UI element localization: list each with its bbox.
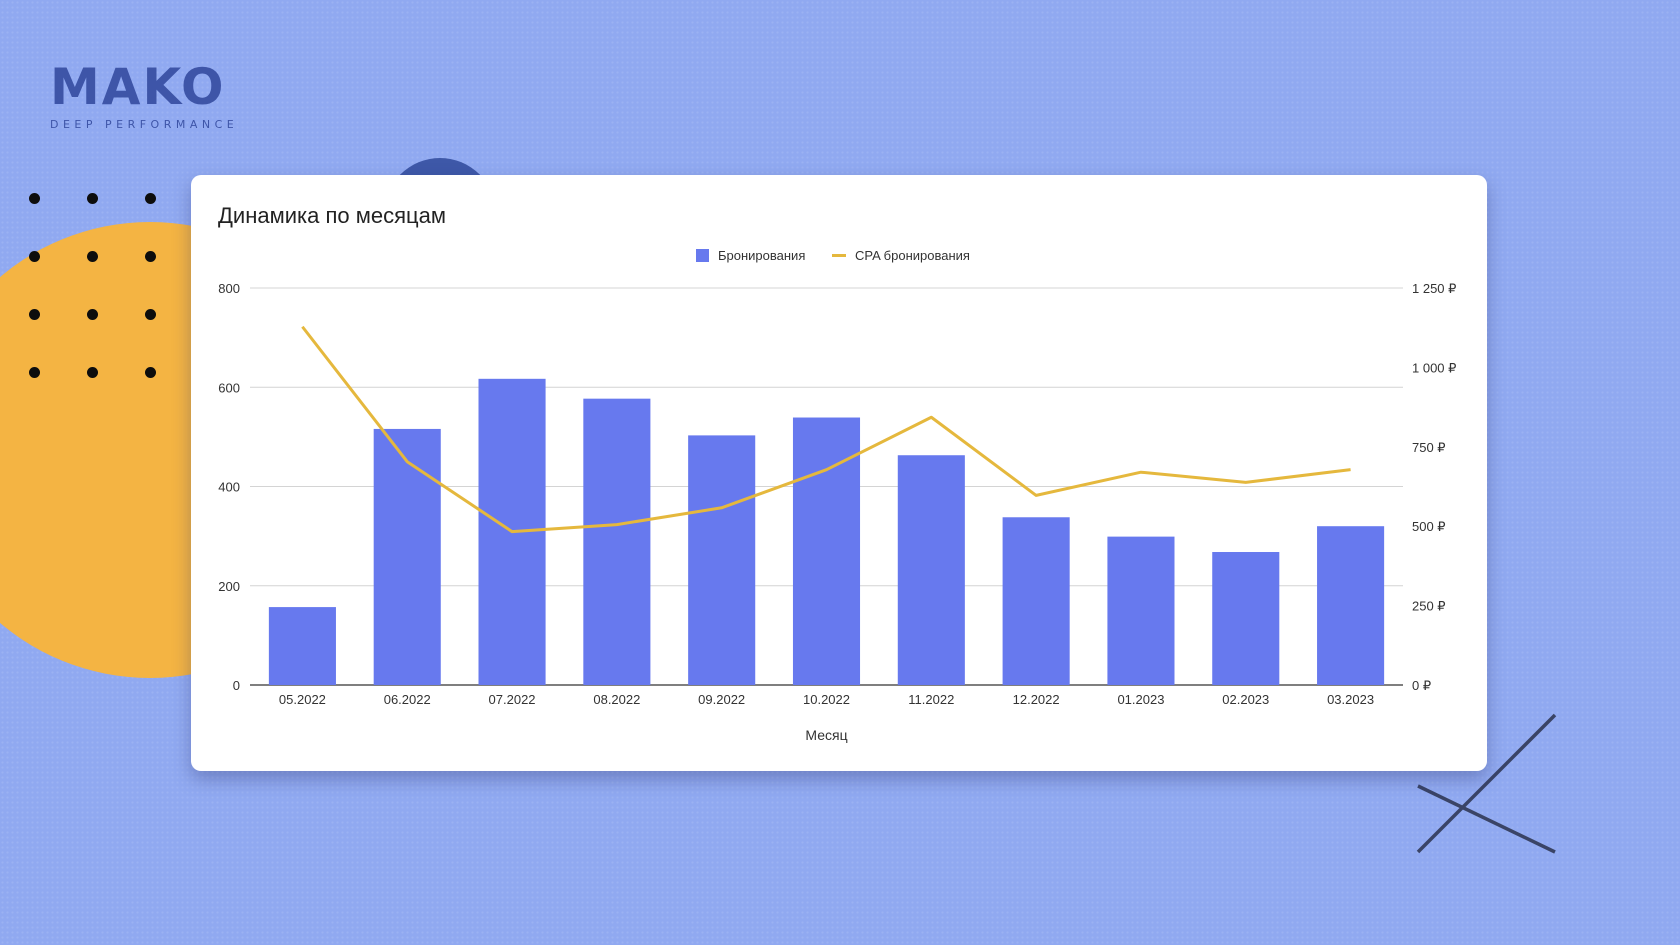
- bar: [268, 607, 336, 685]
- x-axis-title: Месяц: [805, 727, 847, 743]
- x-tick-label: 06.2022: [384, 692, 431, 707]
- brand-logo-wordmark: MAKO: [50, 58, 226, 116]
- x-tick-label: 10.2022: [803, 692, 850, 707]
- brand-logo: MAKO DEEP PERFORMANCE: [50, 62, 238, 131]
- y-left-tick-label: 0: [233, 678, 240, 693]
- x-tick-label: 08.2022: [593, 692, 640, 707]
- bar: [1002, 517, 1070, 685]
- legend-swatch-cpa: [832, 254, 846, 257]
- legend-label-cpa: CPA бронирования: [855, 248, 970, 263]
- legend-label-bookings: Бронирования: [718, 248, 805, 263]
- decor-dot: [87, 309, 98, 320]
- bar: [1317, 526, 1385, 685]
- bar: [897, 455, 965, 685]
- decor-dot: [29, 309, 40, 320]
- y-left-tick-label: 400: [218, 480, 240, 495]
- bar: [688, 435, 756, 685]
- x-tick-label: 05.2022: [279, 692, 326, 707]
- decor-cross-icon: [1416, 713, 1557, 854]
- decor-dot: [145, 193, 156, 204]
- bar: [583, 398, 651, 685]
- x-tick-label: 11.2022: [908, 692, 954, 707]
- chart-card: Динамика по месяцам 0 200 400 600 800 0 ₽ 250 …: [191, 175, 1487, 771]
- bar: [792, 417, 861, 685]
- decor-dot: [145, 309, 156, 320]
- y-right-tick-label: 500 ₽: [1412, 519, 1446, 534]
- bar: [1107, 536, 1175, 685]
- y-right-tick-label: 250 ₽: [1412, 599, 1446, 614]
- y-left-tick-label: 800: [218, 281, 240, 296]
- legend-swatch-bookings: [696, 249, 709, 262]
- x-tick-label: 09.2022: [698, 692, 745, 707]
- y-left-tick-label: 600: [218, 380, 240, 395]
- bar: [1212, 552, 1280, 685]
- x-tick-label: 03.2023: [1327, 692, 1374, 707]
- brand-logo-tagline: DEEP PERFORMANCE: [50, 118, 239, 131]
- y-right-tick-label: 0 ₽: [1412, 678, 1431, 693]
- y-right-tick-label: 750 ₽: [1412, 440, 1446, 455]
- decor-dot: [29, 251, 40, 262]
- decor-dot: [29, 193, 40, 204]
- x-tick-label: 12.2022: [1013, 692, 1060, 707]
- x-tick-label: 07.2022: [489, 692, 536, 707]
- decor-dot: [87, 367, 98, 378]
- y-left-tick-label: 200: [218, 579, 240, 594]
- chart-title: Динамика по месяцам: [218, 203, 446, 228]
- decor-dot: [145, 251, 156, 262]
- bar: [373, 428, 441, 685]
- decor-dot: [87, 251, 98, 262]
- decor-dot: [29, 367, 40, 378]
- y-right-tick-label: 1 250 ₽: [1412, 281, 1456, 296]
- x-tick-label: 02.2023: [1222, 692, 1269, 707]
- decor-dot: [145, 367, 156, 378]
- y-right-tick-label: 1 000 ₽: [1412, 360, 1456, 375]
- combo-chart: 0 200 400 600 800 0 ₽ 250 ₽ 500 ₽ 750 ₽ 1 000 ₽ 1 …: [218, 248, 1456, 743]
- decor-dot: [87, 193, 98, 204]
- x-tick-label: 01.2023: [1117, 692, 1164, 707]
